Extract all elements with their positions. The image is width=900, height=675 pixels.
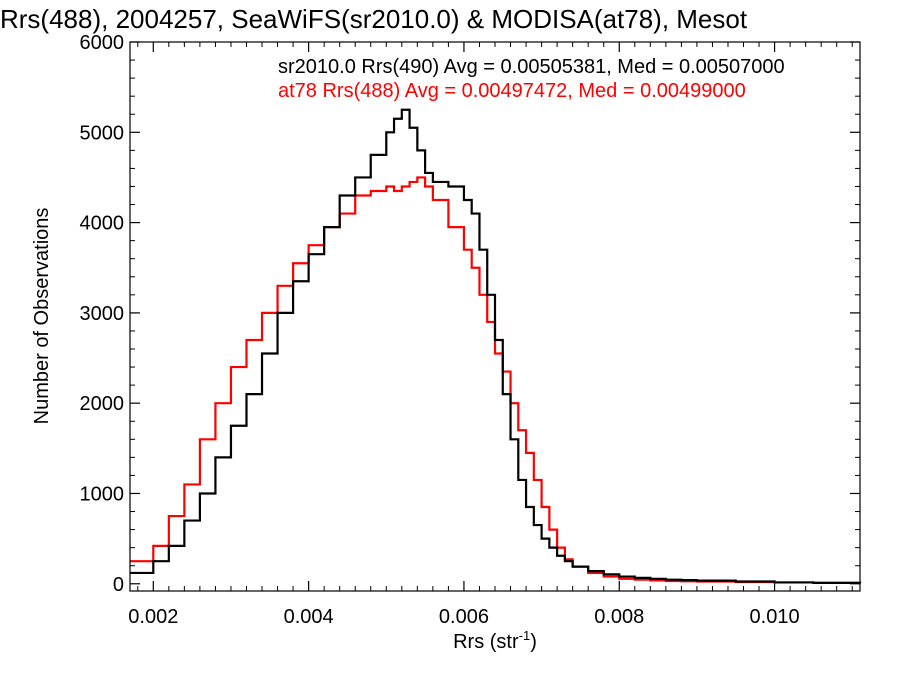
- x-tick-label: 0.006: [439, 606, 489, 628]
- y-tick-label: 0: [113, 574, 124, 596]
- y-tick-label: 4000: [80, 213, 125, 235]
- series-line-seawifs: [130, 108, 862, 584]
- x-tick-label: 0.002: [128, 606, 178, 628]
- series-lines: [130, 108, 862, 584]
- legend: sr2010.0 Rrs(490) Avg = 0.00505381, Med …: [278, 56, 785, 102]
- x-tick-label: 0.010: [750, 606, 800, 628]
- y-tick-label: 3000: [80, 303, 125, 325]
- x-tick-label: 0.008: [594, 606, 644, 628]
- chart-title: Rrs(488), 2004257, SeaWiFS(sr2010.0) & M…: [0, 4, 748, 34]
- series-line-modisa: [130, 176, 862, 584]
- y-tick-label: 5000: [80, 122, 125, 144]
- y-tick-label: 1000: [80, 483, 125, 505]
- x-axis-label: Rrs (str-1): [453, 628, 537, 653]
- x-tick-label: 0.004: [284, 606, 334, 628]
- legend-entry-modisa: at78 Rrs(488) Avg = 0.00497472, Med = 0.…: [278, 80, 746, 102]
- y-tick-label: 2000: [80, 393, 125, 415]
- y-tick-label: 6000: [80, 32, 125, 54]
- axis-ticks: [130, 41, 860, 591]
- tick-labels: 0.002 0.004 0.006 0.008 0.010 0 1000 2000 3000 40…: [80, 32, 800, 628]
- legend-entry-seawifs: sr2010.0 Rrs(490) Avg = 0.00505381, Med …: [278, 56, 785, 78]
- y-axis-label: Number of Observations: [31, 208, 53, 425]
